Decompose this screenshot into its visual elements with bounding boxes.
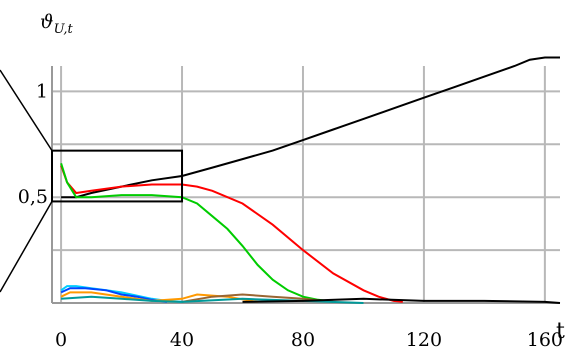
y-axis-subscript: U,t [54,22,74,37]
zoom-box [51,149,184,203]
x-tick-label-0: 0 [55,329,67,351]
series-line-1 [60,165,403,303]
x-axis-label: t [556,319,565,344]
x-tick-labels: 0 40 80 120 160 [55,329,563,351]
x-tick-label-1: 40 [170,329,194,351]
series-layer [60,56,561,304]
series-line-6 [181,293,334,303]
y-tick-label-0: 0,5 [18,186,48,208]
series-line-2 [60,163,328,302]
grid [52,66,560,303]
y-tick-label-1: 1 [36,80,48,102]
zoom-connector-top [0,69,53,152]
series-line-8 [242,297,561,304]
x-tick-label-2: 80 [291,329,315,351]
y-axis-label: ϑU,t [40,11,73,37]
x-tick-label-4: 160 [527,329,563,351]
y-tick-labels: 0,51 [18,80,48,208]
x-tick-label-3: 120 [406,329,442,351]
y-axis-symbol: ϑ [40,11,54,33]
zoom-connector-bottom [0,201,53,293]
zoom-layer [0,69,184,293]
series-line-0 [61,56,560,199]
series-line-4 [60,287,168,303]
